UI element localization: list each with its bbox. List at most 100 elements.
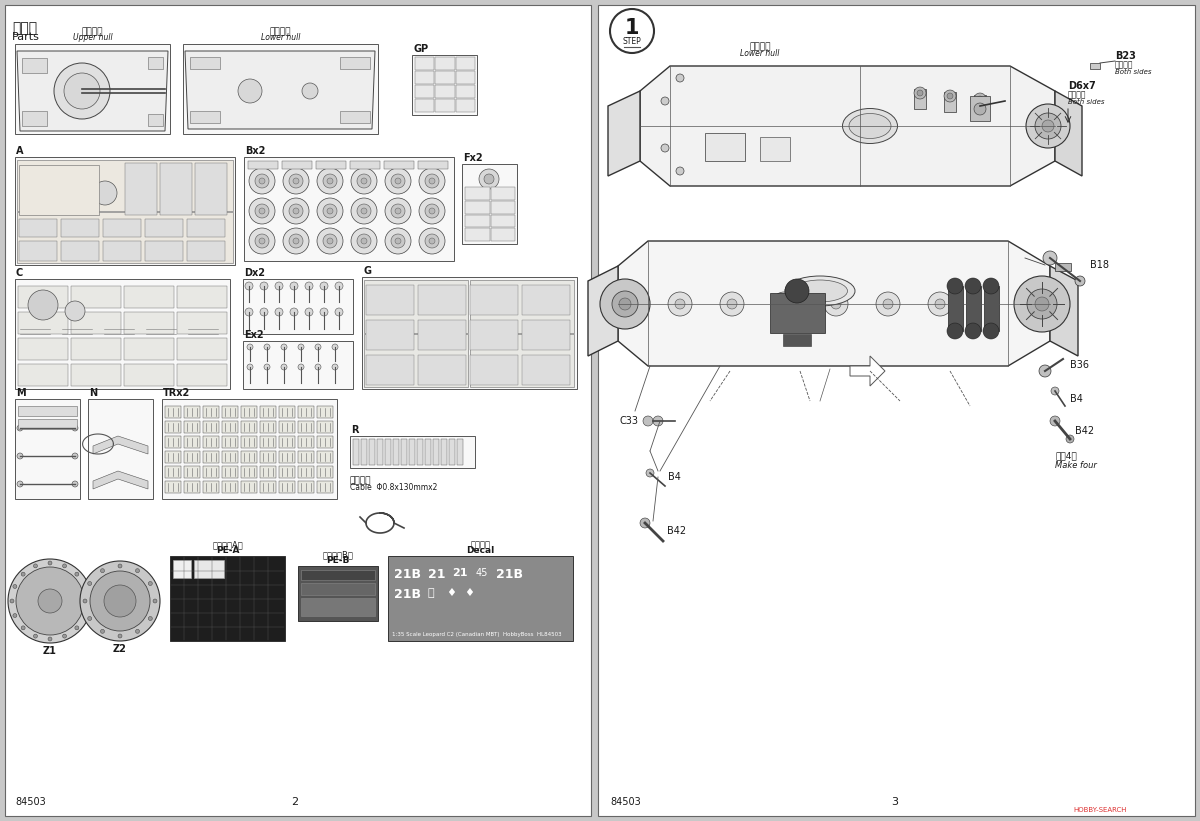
Bar — [241, 421, 257, 433]
Circle shape — [830, 299, 841, 309]
Bar — [194, 163, 227, 215]
Circle shape — [290, 308, 298, 316]
Text: Upper hull: Upper hull — [73, 33, 113, 42]
Bar — [166, 406, 181, 418]
Text: 1:35 Scale Leopard C2 (Canadian MBT)  HobbyBoss  HL84503: 1:35 Scale Leopard C2 (Canadian MBT) Hob… — [392, 632, 562, 637]
Circle shape — [136, 630, 139, 633]
Circle shape — [385, 198, 410, 224]
Circle shape — [419, 198, 445, 224]
Circle shape — [661, 144, 670, 152]
Polygon shape — [1050, 266, 1078, 356]
Bar — [182, 44, 378, 134]
Text: PE-A: PE-A — [216, 546, 239, 555]
Bar — [18, 286, 68, 308]
Bar — [466, 187, 490, 200]
Circle shape — [293, 208, 299, 214]
Circle shape — [275, 308, 283, 316]
Circle shape — [305, 282, 313, 290]
Text: 《车底》: 《车底》 — [270, 27, 292, 36]
Text: Parts: Parts — [12, 32, 40, 42]
Text: B4: B4 — [668, 472, 680, 482]
Bar — [17, 160, 233, 211]
Bar — [970, 96, 990, 121]
Bar — [61, 241, 98, 261]
Bar — [317, 481, 334, 493]
Text: C33: C33 — [620, 416, 640, 426]
Bar — [241, 436, 257, 448]
Circle shape — [484, 174, 494, 184]
Circle shape — [34, 634, 37, 638]
Bar — [278, 406, 295, 418]
Bar — [469, 280, 574, 333]
Bar — [17, 212, 233, 263]
Polygon shape — [608, 91, 640, 176]
Circle shape — [395, 238, 401, 244]
Circle shape — [1075, 276, 1085, 286]
Text: Both sides: Both sides — [1115, 69, 1152, 75]
Bar — [244, 157, 454, 261]
Bar — [18, 338, 68, 360]
Bar — [124, 364, 174, 386]
Circle shape — [944, 90, 956, 102]
Bar — [14, 44, 170, 134]
Circle shape — [358, 204, 371, 218]
Circle shape — [727, 299, 737, 309]
Bar — [18, 364, 68, 386]
Circle shape — [28, 290, 58, 320]
Bar — [145, 219, 182, 237]
Bar — [222, 436, 238, 448]
Circle shape — [298, 344, 304, 350]
Text: 《车底》: 《车底》 — [749, 42, 770, 51]
Circle shape — [314, 344, 322, 350]
Circle shape — [88, 617, 91, 621]
Bar — [260, 451, 276, 463]
Circle shape — [385, 228, 410, 254]
Circle shape — [22, 626, 25, 630]
Bar — [317, 421, 334, 433]
Bar — [340, 57, 370, 69]
Bar — [340, 111, 370, 123]
Circle shape — [88, 581, 91, 585]
Circle shape — [643, 416, 653, 426]
Circle shape — [38, 589, 62, 613]
Bar — [298, 481, 314, 493]
Bar — [187, 219, 226, 237]
Circle shape — [640, 518, 650, 528]
Bar — [242, 341, 353, 389]
Bar — [353, 439, 359, 465]
Circle shape — [281, 344, 287, 350]
Bar — [456, 85, 475, 98]
Text: 84503: 84503 — [14, 797, 46, 807]
Circle shape — [260, 282, 268, 290]
Circle shape — [16, 567, 84, 635]
Circle shape — [247, 344, 253, 350]
Circle shape — [289, 204, 302, 218]
Circle shape — [13, 613, 17, 617]
Circle shape — [824, 292, 848, 316]
Bar — [242, 279, 353, 334]
Circle shape — [425, 174, 439, 188]
Bar — [418, 439, 424, 465]
Circle shape — [298, 364, 304, 370]
Bar — [966, 286, 982, 331]
Bar — [88, 399, 154, 499]
Text: HOBBY-SEARCH: HOBBY-SEARCH — [1073, 807, 1127, 813]
Bar — [415, 85, 434, 98]
Bar — [103, 219, 142, 237]
Circle shape — [326, 238, 334, 244]
Bar — [1055, 263, 1072, 271]
Polygon shape — [17, 51, 168, 131]
Bar — [350, 161, 380, 169]
Bar — [350, 436, 475, 468]
Text: G: G — [364, 266, 371, 276]
Circle shape — [430, 238, 436, 244]
Bar — [22, 58, 47, 73]
Circle shape — [361, 238, 367, 244]
Circle shape — [264, 364, 270, 370]
Bar — [317, 406, 334, 418]
Circle shape — [250, 198, 275, 224]
Circle shape — [62, 634, 66, 638]
Text: B23: B23 — [1115, 51, 1136, 61]
Bar — [418, 355, 466, 385]
Bar — [415, 57, 434, 70]
